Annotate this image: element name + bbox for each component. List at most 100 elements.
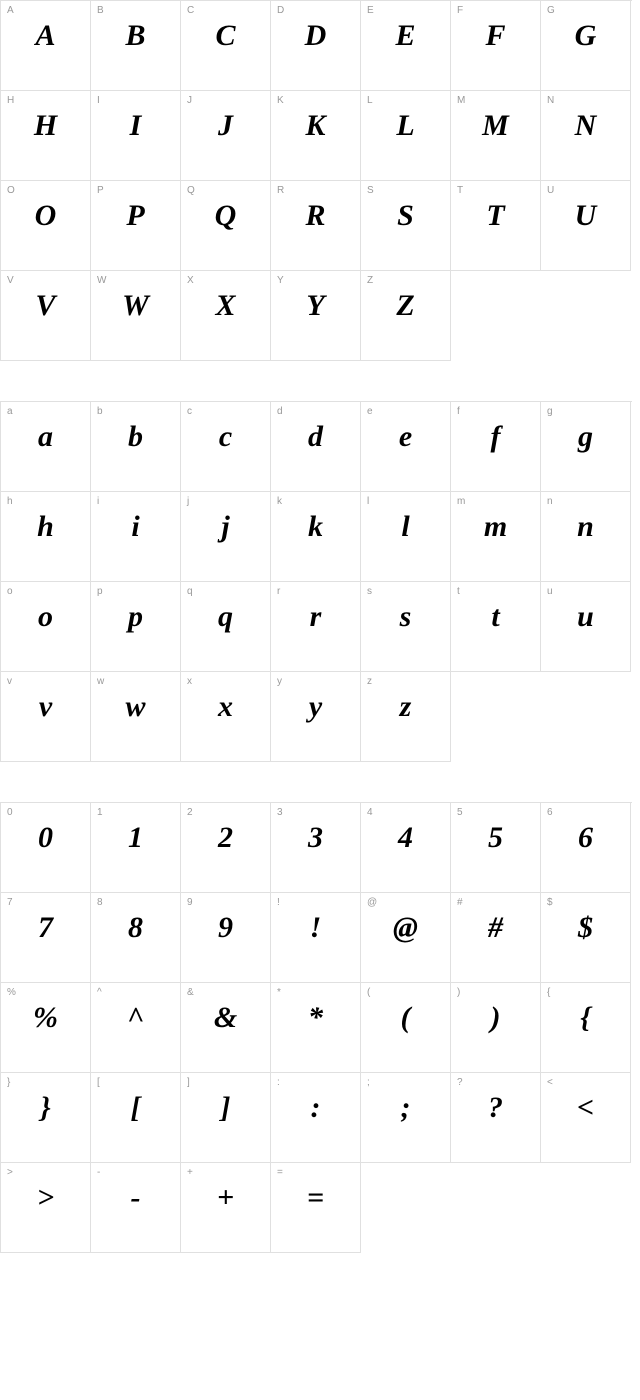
glyph-cell[interactable]: 88 — [91, 893, 181, 983]
glyph-key-label: Q — [187, 185, 195, 196]
glyph-cell[interactable]: tt — [451, 582, 541, 672]
glyph-cell[interactable]: yy — [271, 672, 361, 762]
glyph-cell[interactable]: >> — [1, 1163, 91, 1253]
glyph-cell[interactable]: -- — [91, 1163, 181, 1253]
glyph-cell[interactable]: gg — [541, 402, 631, 492]
charmap-grid-lowercase: aabbccddeeffgg hhiijjkkllmmnn ooppqqrrsstt… — [0, 401, 632, 762]
glyph-cell[interactable]: FF — [451, 1, 541, 91]
glyph-cell[interactable]: vv — [1, 672, 91, 762]
glyph-key-label: ! — [277, 897, 280, 908]
glyph-cell[interactable]: OO — [1, 181, 91, 271]
glyph-cell[interactable]: && — [181, 983, 271, 1073]
glyph-cell[interactable]: 55 — [451, 803, 541, 893]
glyph-cell[interactable]: == — [271, 1163, 361, 1253]
glyph-cell[interactable]: BB — [91, 1, 181, 91]
glyph-cell[interactable]: KK — [271, 91, 361, 181]
glyph-cell[interactable]: (( — [361, 983, 451, 1073]
glyph-cell[interactable]: !! — [271, 893, 361, 983]
glyph-cell[interactable]: ** — [271, 983, 361, 1073]
glyph-cell[interactable]: 33 — [271, 803, 361, 893]
glyph-cell[interactable]: 11 — [91, 803, 181, 893]
glyph-cell[interactable]: }} — [1, 1073, 91, 1163]
glyph-cell[interactable]: [[ — [91, 1073, 181, 1163]
glyph-cell[interactable]: ee — [361, 402, 451, 492]
glyph-cell[interactable]: ## — [451, 893, 541, 983]
charmap-section-lowercase: aabbccddeeffgg hhiijjkkllmmnn ooppqqrrsstt… — [0, 401, 640, 762]
glyph-cell[interactable]: ]] — [181, 1073, 271, 1163]
glyph-cell[interactable]: hh — [1, 492, 91, 582]
glyph-cell[interactable]: uu — [541, 582, 631, 672]
glyph-cell[interactable]: ^^ — [91, 983, 181, 1073]
glyph-cell[interactable]: << — [541, 1073, 631, 1163]
charmap-section-uppercase: AABBCCDDEEFFGG HHIIJJKKLLMMNN OOPPQQRRSSTT… — [0, 0, 640, 361]
glyph-cell[interactable]: 77 — [1, 893, 91, 983]
glyph-cell[interactable]: @@ — [361, 893, 451, 983]
glyph-cell[interactable]: ++ — [181, 1163, 271, 1253]
glyph-cell[interactable]: LL — [361, 91, 451, 181]
glyph-cell[interactable]: kk — [271, 492, 361, 582]
glyph-cell[interactable]: dd — [271, 402, 361, 492]
glyph-cell[interactable]: WW — [91, 271, 181, 361]
glyph-cell[interactable]: 00 — [1, 803, 91, 893]
glyph-key-label: V — [7, 275, 14, 286]
glyph-cell[interactable]: mm — [451, 492, 541, 582]
glyph-cell[interactable]: ZZ — [361, 271, 451, 361]
glyph-cell[interactable]: DD — [271, 1, 361, 91]
glyph-cell[interactable]: pp — [91, 582, 181, 672]
glyph-preview: H — [1, 109, 90, 143]
glyph-cell[interactable]: ;; — [361, 1073, 451, 1163]
glyph-preview: k — [271, 510, 360, 544]
glyph-cell[interactable]: VV — [1, 271, 91, 361]
glyph-cell[interactable]: CC — [181, 1, 271, 91]
glyph-cell[interactable]: TT — [451, 181, 541, 271]
glyph-cell[interactable]: :: — [271, 1073, 361, 1163]
glyph-cell[interactable]: xx — [181, 672, 271, 762]
glyph-cell[interactable]: zz — [361, 672, 451, 762]
glyph-key-label: x — [187, 676, 192, 687]
glyph-cell[interactable]: JJ — [181, 91, 271, 181]
glyph-cell[interactable]: UU — [541, 181, 631, 271]
glyph-cell[interactable]: ll — [361, 492, 451, 582]
glyph-cell[interactable]: ff — [451, 402, 541, 492]
glyph-preview: 2 — [181, 821, 270, 855]
glyph-preview: R — [271, 199, 360, 233]
glyph-key-label: m — [457, 496, 465, 507]
glyph-key-label: 2 — [187, 807, 193, 818]
glyph-cell[interactable]: 44 — [361, 803, 451, 893]
glyph-cell[interactable]: MM — [451, 91, 541, 181]
glyph-cell[interactable]: QQ — [181, 181, 271, 271]
character-map-container: AABBCCDDEEFFGG HHIIJJKKLLMMNN OOPPQQRRSSTT… — [0, 0, 640, 1253]
glyph-cell[interactable]: 22 — [181, 803, 271, 893]
glyph-key-label: n — [547, 496, 553, 507]
glyph-cell[interactable]: $$ — [541, 893, 631, 983]
glyph-cell[interactable]: cc — [181, 402, 271, 492]
glyph-cell[interactable]: 66 — [541, 803, 631, 893]
glyph-cell[interactable]: nn — [541, 492, 631, 582]
glyph-cell[interactable]: YY — [271, 271, 361, 361]
glyph-cell[interactable]: qq — [181, 582, 271, 672]
glyph-cell[interactable]: HH — [1, 91, 91, 181]
glyph-cell[interactable]: NN — [541, 91, 631, 181]
glyph-cell[interactable]: AA — [1, 1, 91, 91]
glyph-cell[interactable]: 99 — [181, 893, 271, 983]
glyph-cell[interactable]: %% — [1, 983, 91, 1073]
glyph-cell[interactable]: )) — [451, 983, 541, 1073]
glyph-cell[interactable]: EE — [361, 1, 451, 91]
glyph-cell[interactable]: bb — [91, 402, 181, 492]
glyph-cell[interactable]: ii — [91, 492, 181, 582]
glyph-cell[interactable]: GG — [541, 1, 631, 91]
glyph-cell[interactable]: ss — [361, 582, 451, 672]
glyph-cell[interactable]: jj — [181, 492, 271, 582]
glyph-cell[interactable]: oo — [1, 582, 91, 672]
glyph-cell[interactable]: PP — [91, 181, 181, 271]
glyph-cell[interactable]: XX — [181, 271, 271, 361]
glyph-cell[interactable]: SS — [361, 181, 451, 271]
glyph-preview: D — [271, 19, 360, 53]
glyph-cell[interactable]: aa — [1, 402, 91, 492]
glyph-cell[interactable]: RR — [271, 181, 361, 271]
glyph-cell[interactable]: II — [91, 91, 181, 181]
glyph-cell[interactable]: ?? — [451, 1073, 541, 1163]
glyph-cell[interactable]: rr — [271, 582, 361, 672]
glyph-cell[interactable]: {{ — [541, 983, 631, 1073]
glyph-cell[interactable]: ww — [91, 672, 181, 762]
